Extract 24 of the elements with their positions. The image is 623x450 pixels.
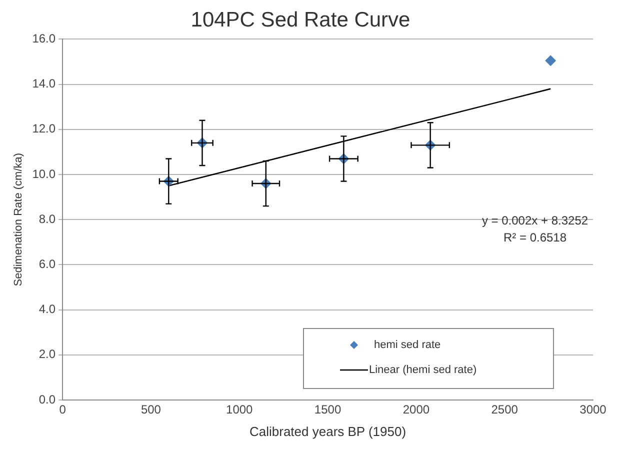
x-tick-label: 500 bbox=[140, 402, 162, 417]
x-tick-label: 2000 bbox=[402, 402, 430, 417]
x-axis-title: Calibrated years BP (1950) bbox=[249, 424, 406, 439]
point bbox=[545, 55, 556, 66]
legend-label: Linear (hemi sed rate) bbox=[369, 364, 477, 376]
annotation: R² = 0.6518 bbox=[503, 230, 567, 245]
annotation: y = 0.002x + 8.3252 bbox=[482, 214, 588, 228]
x-tick-label: 2500 bbox=[491, 402, 518, 417]
y-tick-label: 8.0 bbox=[38, 212, 56, 226]
y-tick-label: 12.0 bbox=[32, 122, 56, 136]
y-tick-label: 16.0 bbox=[32, 32, 56, 46]
y-axis-title: Sedimenation Rate (cm/ka) bbox=[12, 152, 25, 286]
y-tick-label: 14.0 bbox=[32, 76, 56, 91]
y-tick-label: 2.0 bbox=[38, 347, 56, 362]
y-tick-label: 0.0 bbox=[38, 392, 56, 406]
y-tick-label: 6.0 bbox=[38, 257, 56, 272]
x-tick-label: 1000 bbox=[226, 402, 254, 417]
chart-title: 104PC Sed Rate Curve bbox=[190, 8, 410, 32]
y-tick-label: 10.0 bbox=[32, 166, 56, 181]
x-tick-label: 0 bbox=[59, 402, 66, 417]
x-tick-label: 3000 bbox=[580, 402, 607, 417]
x-tick-label: 1500 bbox=[314, 402, 342, 417]
y-tick-label: 4.0 bbox=[38, 302, 56, 316]
legend-label: hemi sed rate bbox=[374, 339, 441, 352]
